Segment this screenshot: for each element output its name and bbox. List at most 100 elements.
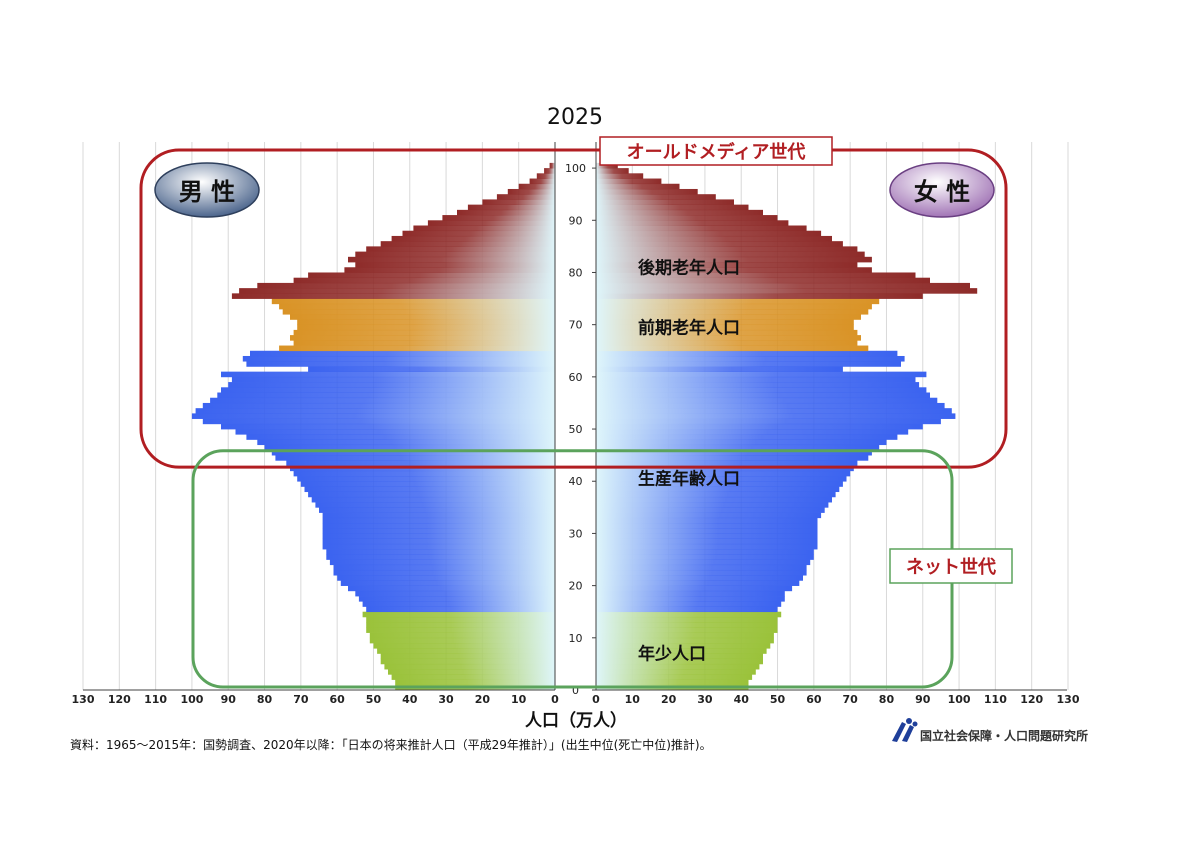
organization-name: 国立社会保障・人口問題研究所 <box>920 728 1088 743</box>
female-bar <box>596 653 763 660</box>
male-bar <box>308 366 555 372</box>
x-tick-label: 40 <box>734 693 750 706</box>
female-bar <box>596 241 843 247</box>
male-bar <box>344 267 555 273</box>
female-bar <box>596 314 861 320</box>
x-tick-label: 90 <box>915 693 931 706</box>
female-bar <box>596 601 782 607</box>
y-tick-label: 50 <box>569 423 583 436</box>
x-tick-label: 90 <box>221 693 237 706</box>
female-bar <box>596 282 970 289</box>
male-bar <box>221 371 555 378</box>
logo-stroke-1 <box>892 722 906 742</box>
female-bar <box>596 616 778 623</box>
male-bar <box>279 345 555 352</box>
female-bar <box>596 643 771 649</box>
y-tick-label: 60 <box>569 371 583 384</box>
female-bar <box>596 345 869 352</box>
female-bar <box>596 533 818 539</box>
female-bar <box>596 303 872 310</box>
male-bar <box>239 288 555 294</box>
male-bar <box>380 658 555 665</box>
age-group-label: 後期老年人口 <box>638 257 740 278</box>
x-tick-label: 80 <box>257 693 273 706</box>
male-bar <box>250 350 555 357</box>
male-bar <box>457 209 555 216</box>
female-bar <box>596 382 920 388</box>
logo-dot-2 <box>912 721 918 727</box>
female-bar <box>596 220 789 226</box>
male-bar <box>544 168 555 174</box>
x-tick-label: 60 <box>329 693 345 706</box>
male-bar <box>286 460 555 466</box>
male-bar <box>290 335 555 341</box>
female-bar <box>596 491 836 498</box>
male-bar <box>348 585 555 592</box>
male-bar <box>322 538 555 545</box>
female-bar <box>596 627 778 633</box>
male-bar <box>413 225 555 232</box>
male-bar <box>293 277 555 284</box>
x-tick-label: 30 <box>438 693 454 706</box>
female-badge <box>889 162 995 218</box>
male-bar <box>391 674 555 680</box>
female-bar <box>596 256 872 263</box>
male-bar <box>402 230 555 237</box>
female-bar <box>596 173 644 179</box>
y-tick-label: 90 <box>569 214 583 227</box>
male-bar <box>467 204 555 211</box>
x-tick-label: 100 <box>180 693 203 706</box>
female-bar <box>596 522 818 529</box>
male-bar <box>366 606 555 613</box>
female-bar <box>596 622 778 628</box>
male-bar <box>297 319 555 326</box>
female-bar <box>596 590 785 597</box>
x-tick-label: 100 <box>948 693 971 706</box>
male-bar <box>297 476 555 482</box>
female-bar <box>596 194 716 200</box>
male-bar <box>235 429 555 435</box>
net-generation-label: ネット世代 <box>906 557 996 578</box>
female-bar <box>596 549 814 555</box>
female-bar <box>596 324 854 331</box>
male-bar <box>529 178 555 185</box>
male-bar <box>246 434 555 440</box>
male-bar <box>257 439 555 446</box>
female-bar <box>596 235 832 242</box>
male-bar <box>293 470 555 477</box>
male-bar <box>366 627 555 633</box>
female-bar <box>596 199 734 205</box>
female-bar <box>596 486 840 493</box>
male-bar <box>322 517 555 524</box>
male-bar <box>340 580 555 586</box>
x-tick-label: 10 <box>625 693 641 706</box>
x-tick-label: 130 <box>1057 693 1080 706</box>
organization-logo-icon <box>892 718 918 742</box>
y-tick-label: 40 <box>569 475 583 488</box>
male-bar <box>246 361 555 367</box>
female-bar <box>596 376 916 383</box>
x-tick-label: 110 <box>984 693 1007 706</box>
y-tick-label: 70 <box>569 319 583 332</box>
male-bar <box>518 183 555 190</box>
female-bar <box>596 387 927 393</box>
female-bar <box>596 502 829 508</box>
male-bar <box>271 449 555 456</box>
male-bar <box>326 549 555 555</box>
male-bar <box>369 637 555 644</box>
male-bar <box>380 653 555 660</box>
male-bar <box>442 215 555 221</box>
female-bar <box>596 371 927 378</box>
x-tick-label: 110 <box>144 693 167 706</box>
female-bar <box>596 455 869 461</box>
male-bar <box>369 632 555 639</box>
x-tick-label: 120 <box>1020 693 1043 706</box>
male-bar <box>293 329 555 336</box>
female-bar <box>596 648 767 654</box>
male-bar <box>395 679 555 686</box>
female-bar <box>596 188 698 195</box>
male-bar <box>322 543 555 550</box>
male-bar <box>358 596 555 602</box>
female-bar <box>596 246 858 252</box>
female-bar <box>596 298 880 305</box>
